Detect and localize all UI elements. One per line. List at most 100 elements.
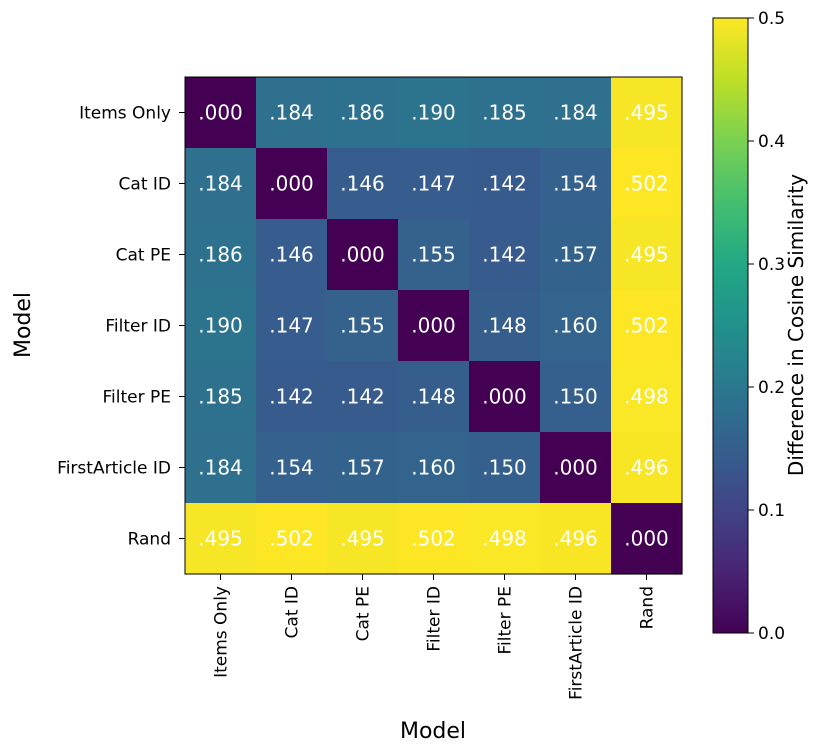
y-tick-label: Items Only (79, 104, 171, 124)
heatmap-cell (540, 219, 612, 291)
cell-value-label: .160 (553, 314, 598, 338)
cell-value-label: .148 (411, 385, 456, 409)
heatmap-cell (611, 148, 683, 220)
colorbar-tick-label: 0.1 (758, 501, 785, 521)
heatmap-cell (469, 503, 541, 575)
colorbar-tick-label: 0.2 (758, 378, 785, 398)
heatmap-cell (185, 148, 257, 220)
cell-value-label: .185 (482, 101, 527, 125)
cell-value-label: .496 (553, 527, 598, 551)
cell-value-label: .150 (553, 385, 598, 409)
cell-value-label: .150 (482, 456, 527, 480)
cell-value-label: .498 (624, 385, 669, 409)
cell-value-label: .184 (553, 101, 598, 125)
cell-value-label: .147 (411, 172, 456, 196)
colorbar-gradient (712, 17, 749, 634)
y-tick-label: Filter PE (103, 388, 172, 408)
cell-value-label: .496 (624, 456, 669, 480)
heatmap-cell (256, 148, 328, 220)
cell-value-label: .160 (411, 456, 456, 480)
cell-value-label: .184 (198, 456, 243, 480)
y-tick-label: FirstArticle ID (57, 459, 171, 479)
heatmap-cell (327, 219, 399, 291)
colorbar-ticks: 0.0 0.1 0.2 0.3 0.4 0.5 (748, 9, 785, 644)
y-tick-label: Rand (128, 530, 171, 550)
heatmap-cell (398, 77, 470, 149)
heatmap-cell (540, 148, 612, 220)
heatmap-cell (611, 432, 683, 504)
heatmap-cell (611, 503, 683, 575)
colorbar: 0.0 0.1 0.2 0.3 0.4 0.5 Difference in Cosine … (712, 9, 808, 644)
heatmap-cell (398, 432, 470, 504)
heatmap-cell (185, 503, 257, 575)
cell-value-label: .154 (269, 456, 314, 480)
cell-value-label: .142 (340, 385, 385, 409)
heatmap-cell (398, 361, 470, 433)
cell-value-label: .147 (269, 314, 314, 338)
heatmap-cell (540, 503, 612, 575)
heatmap-cell (398, 148, 470, 220)
heatmap-cell (469, 290, 541, 362)
cell-value-label: .502 (411, 527, 456, 551)
heatmap-cell (185, 77, 257, 149)
heatmap-cell (327, 361, 399, 433)
cell-value-label: .495 (624, 101, 669, 125)
heatmap-cell (185, 361, 257, 433)
colorbar-tick-label: 0.5 (758, 9, 785, 29)
heatmap-cell (327, 148, 399, 220)
cell-value-label: .146 (269, 243, 314, 267)
x-tick-label: FirstArticle ID (567, 586, 587, 700)
cell-value-label: .000 (198, 101, 243, 125)
heatmap-cell (256, 503, 328, 575)
cell-value-label: .184 (198, 172, 243, 196)
heatmap-cell (256, 432, 328, 504)
heatmap-cell (611, 290, 683, 362)
colorbar-tick-label: 0.4 (758, 132, 785, 152)
heatmap-cell (469, 77, 541, 149)
heatmap-cell (611, 77, 683, 149)
cell-value-label: .502 (269, 527, 314, 551)
y-tick-label: Cat PE (116, 246, 171, 266)
cell-value-label: .502 (624, 314, 669, 338)
heatmap-cell (540, 361, 612, 433)
heatmap-cell (327, 77, 399, 149)
cell-value-label: .142 (482, 172, 527, 196)
heatmap-cell (327, 503, 399, 575)
heatmap-cell (185, 432, 257, 504)
cell-value-label: .495 (624, 243, 669, 267)
y-axis-ticks: Items Only Cat ID Cat PE Filter ID Filter PE… (57, 104, 185, 550)
cell-value-label: .000 (411, 314, 456, 338)
heatmap-cell (185, 219, 257, 291)
heatmap-cell (469, 148, 541, 220)
cell-value-label: .495 (198, 527, 243, 551)
cell-value-label: .000 (553, 456, 598, 480)
cell-value-label: .155 (340, 314, 385, 338)
cell-value-label: .155 (411, 243, 456, 267)
cell-value-label: .502 (624, 172, 669, 196)
cell-value-label: .000 (340, 243, 385, 267)
cell-value-label: .000 (624, 527, 669, 551)
heatmap-cell (185, 290, 257, 362)
heatmap-cell (256, 290, 328, 362)
x-tick-label: Rand (638, 586, 658, 629)
heatmap-cell (611, 219, 683, 291)
cell-value-label: .185 (198, 385, 243, 409)
cell-value-label: .186 (198, 243, 243, 267)
heatmap-cell (327, 432, 399, 504)
cell-value-label: .142 (269, 385, 314, 409)
cell-value-label: .495 (340, 527, 385, 551)
heatmap-cell (540, 432, 612, 504)
cell-value-label: .157 (553, 243, 598, 267)
cell-value-label: .157 (340, 456, 385, 480)
x-axis-ticks: Items Only Cat ID Cat PE Filter ID Filter PE… (212, 574, 658, 700)
heatmap-cell (256, 361, 328, 433)
heatmap-cell (469, 432, 541, 504)
cell-value-label: .000 (482, 385, 527, 409)
heatmap-cells (185, 77, 683, 575)
heatmap-cell (256, 219, 328, 291)
heatmap-cell (256, 77, 328, 149)
x-tick-label: Filter ID (425, 586, 445, 652)
y-tick-label: Cat ID (119, 175, 171, 195)
cell-value-label: .190 (411, 101, 456, 125)
